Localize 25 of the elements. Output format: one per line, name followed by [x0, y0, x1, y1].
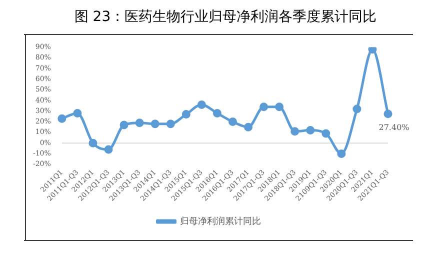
point	[306, 126, 315, 135]
point	[197, 100, 206, 109]
point	[120, 120, 128, 130]
point	[212, 108, 222, 118]
point	[322, 129, 330, 138]
point	[88, 138, 98, 148]
point	[228, 118, 237, 126]
point	[104, 145, 113, 154]
point	[135, 118, 144, 128]
point	[384, 110, 392, 118]
point	[244, 122, 253, 132]
data-label: 27.40%	[378, 122, 410, 132]
legend-label: 归母净利润累计同比	[180, 216, 261, 227]
point	[73, 108, 82, 118]
chart-title: 图 23：医药生物行业归母净利润各季度累计同比	[73, 8, 378, 26]
point	[166, 120, 175, 128]
point	[352, 104, 362, 114]
point	[182, 110, 190, 119]
point	[290, 127, 300, 136]
point	[275, 102, 284, 112]
point	[260, 102, 268, 112]
point	[368, 47, 377, 54]
point	[150, 120, 160, 128]
point	[337, 149, 346, 158]
point	[58, 114, 66, 123]
